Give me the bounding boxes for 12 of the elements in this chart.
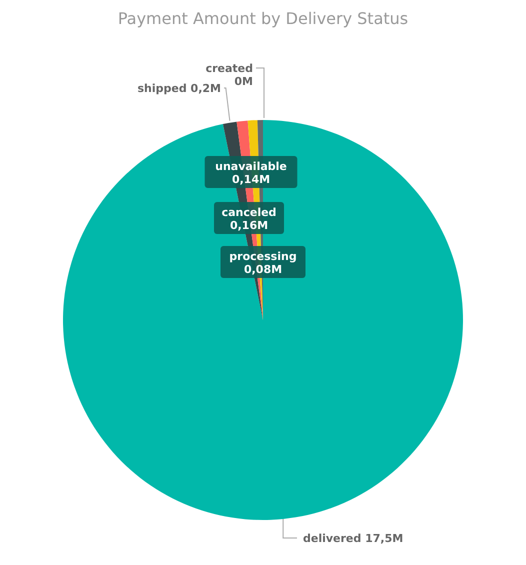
data-label: 0,14M (232, 173, 270, 186)
data-label: 0,16M (230, 219, 268, 232)
text: 0M (234, 75, 253, 88)
pie-slice (63, 120, 463, 520)
slice-label: shipped 0,2M (138, 82, 221, 95)
data-label: 0,08M (244, 263, 282, 276)
slice-label: delivered 17,5M (303, 532, 404, 545)
category-label: created (206, 62, 253, 75)
slice-label: unavailable (215, 160, 287, 173)
slice-label: canceled (222, 206, 276, 219)
chart-title: Payment Amount by Delivery Status (116, 8, 410, 30)
slice-label: processing (229, 250, 297, 263)
